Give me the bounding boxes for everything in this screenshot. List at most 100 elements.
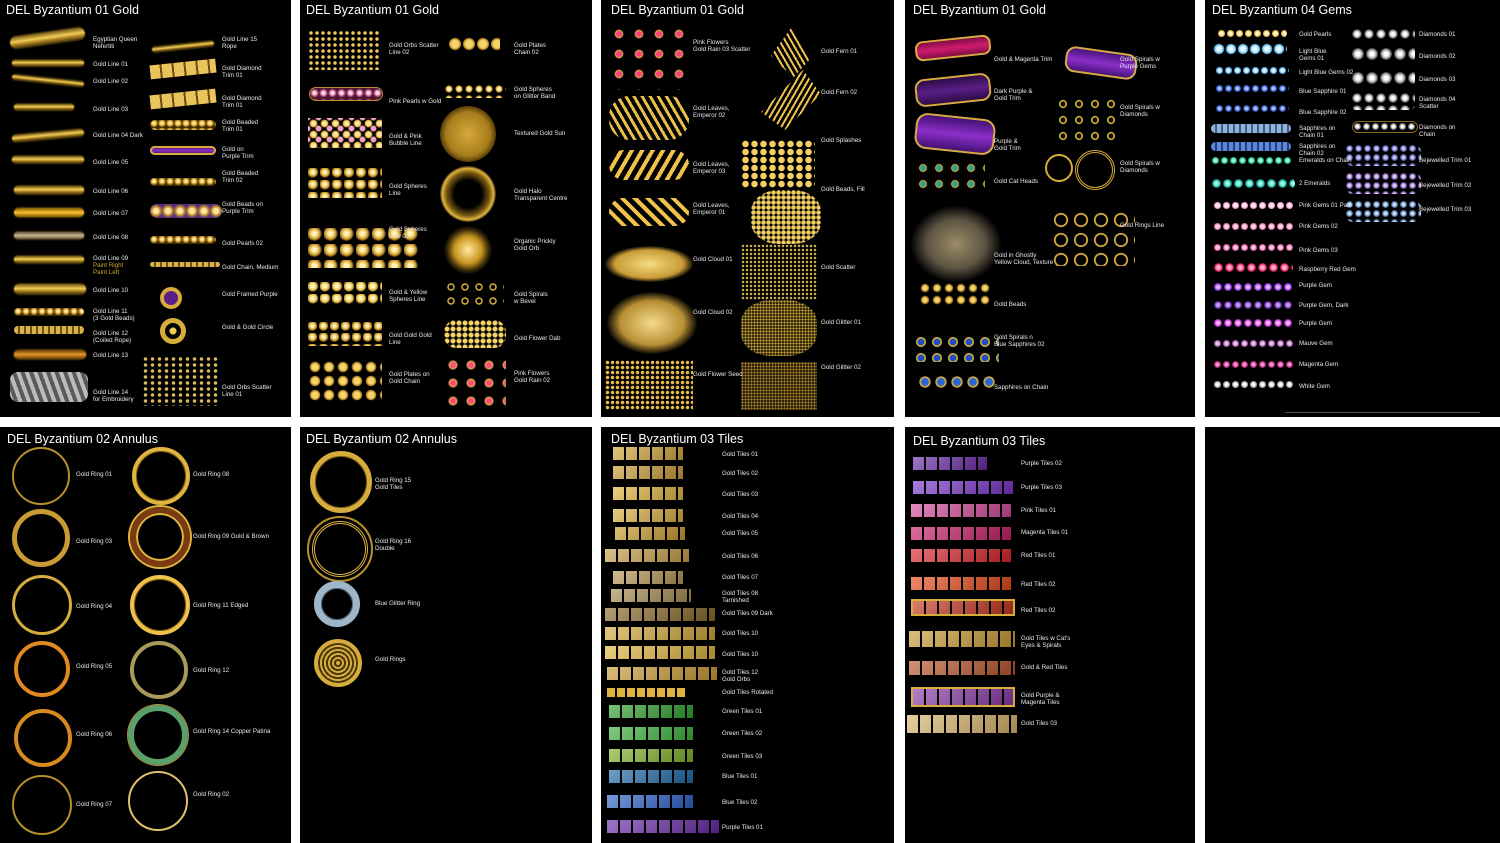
brush-swatch[interactable] [605,246,693,282]
brush-swatch[interactable] [1211,142,1291,151]
brush-swatch[interactable] [907,715,1017,733]
brush-swatch[interactable] [9,26,86,50]
brush-swatch[interactable] [14,284,86,294]
brush-swatch[interactable] [609,24,689,90]
brush-swatch[interactable] [741,244,817,300]
brush-swatch[interactable] [11,128,85,143]
brush-swatch[interactable] [150,262,220,267]
brush-swatch[interactable] [308,118,382,148]
brush-swatch[interactable] [1213,339,1293,348]
brush-swatch[interactable] [310,451,372,513]
brush-swatch[interactable] [1213,243,1293,252]
brush-swatch[interactable] [11,74,85,87]
brush-swatch[interactable] [14,308,84,316]
brush-swatch[interactable] [613,466,683,479]
brush-swatch[interactable] [741,140,815,188]
brush-swatch[interactable] [308,322,382,346]
brush-swatch[interactable] [909,631,1015,647]
brush-swatch[interactable] [609,198,689,226]
brush-swatch[interactable] [1211,156,1291,165]
brush-swatch[interactable] [741,300,817,356]
brush-swatch[interactable] [607,292,697,354]
brush-swatch[interactable] [1213,318,1293,328]
brush-swatch[interactable] [611,589,691,602]
brush-swatch[interactable] [607,667,717,680]
brush-swatch[interactable] [741,362,817,410]
brush-swatch[interactable] [911,527,1011,540]
brush-swatch[interactable] [14,709,72,767]
brush-swatch[interactable] [1215,104,1289,113]
brush-swatch[interactable] [1213,262,1293,273]
brush-swatch[interactable] [310,88,382,100]
brush-swatch[interactable] [607,820,719,833]
brush-swatch[interactable] [12,60,84,66]
brush-swatch[interactable] [440,106,496,162]
brush-swatch[interactable] [150,236,216,244]
brush-swatch[interactable] [14,104,74,110]
brush-swatch[interactable] [751,190,821,244]
brush-swatch[interactable] [14,256,84,263]
brush-swatch[interactable] [1351,28,1415,40]
brush-swatch[interactable] [913,689,1013,705]
brush-swatch[interactable] [149,58,217,80]
brush-swatch[interactable] [1211,178,1295,189]
brush-swatch[interactable] [308,168,382,198]
brush-swatch[interactable] [1351,92,1415,110]
brush-swatch[interactable] [308,228,418,268]
brush-swatch[interactable] [448,36,500,52]
brush-swatch[interactable] [444,280,504,308]
brush-swatch[interactable] [909,661,1015,675]
brush-swatch[interactable] [913,72,993,108]
brush-swatch[interactable] [911,206,1001,282]
brush-swatch[interactable] [314,581,360,627]
brush-swatch[interactable] [913,481,1013,494]
brush-swatch[interactable] [1351,70,1415,86]
brush-swatch[interactable] [308,360,382,402]
brush-swatch[interactable] [1351,46,1415,62]
brush-swatch[interactable] [1213,360,1293,369]
brush-swatch[interactable] [130,641,188,699]
brush-swatch[interactable] [151,40,215,53]
brush-swatch[interactable] [149,88,217,110]
brush-swatch[interactable] [1345,144,1421,166]
brush-swatch[interactable] [613,571,683,584]
brush-swatch[interactable] [14,641,70,697]
brush-swatch[interactable] [14,186,84,194]
brush-swatch[interactable] [10,372,88,402]
brush-swatch[interactable] [609,749,693,762]
brush-swatch[interactable] [150,178,216,186]
brush-swatch[interactable] [605,627,715,640]
brush-swatch[interactable] [609,727,693,740]
brush-swatch[interactable] [605,549,689,562]
brush-swatch[interactable] [444,226,492,274]
brush-swatch[interactable] [607,688,687,697]
brush-swatch[interactable] [1215,84,1289,93]
brush-swatch[interactable] [609,96,689,140]
brush-swatch[interactable] [444,356,506,406]
brush-swatch[interactable] [132,447,190,505]
brush-swatch[interactable] [12,447,70,505]
brush-swatch[interactable] [919,282,991,306]
brush-swatch[interactable] [1353,122,1417,132]
brush-swatch[interactable] [150,204,222,218]
brush-swatch[interactable] [1213,42,1287,56]
brush-swatch[interactable] [913,111,997,157]
brush-swatch[interactable] [128,771,188,831]
brush-swatch[interactable] [130,575,190,635]
brush-swatch[interactable] [160,318,186,344]
brush-swatch[interactable] [14,232,84,239]
brush-swatch[interactable] [915,160,985,194]
brush-swatch[interactable] [609,150,689,180]
brush-swatch[interactable] [1213,300,1293,310]
brush-swatch[interactable] [1345,172,1421,194]
brush-swatch[interactable] [1055,96,1121,140]
brush-swatch[interactable] [914,34,992,62]
brush-swatch[interactable] [14,208,84,217]
brush-swatch[interactable] [1211,124,1291,133]
brush-swatch[interactable] [613,509,683,522]
brush-swatch[interactable] [1051,210,1135,266]
brush-swatch[interactable] [308,30,380,70]
brush-swatch[interactable] [14,326,84,334]
brush-swatch[interactable] [609,770,693,783]
brush-swatch[interactable] [607,795,693,808]
